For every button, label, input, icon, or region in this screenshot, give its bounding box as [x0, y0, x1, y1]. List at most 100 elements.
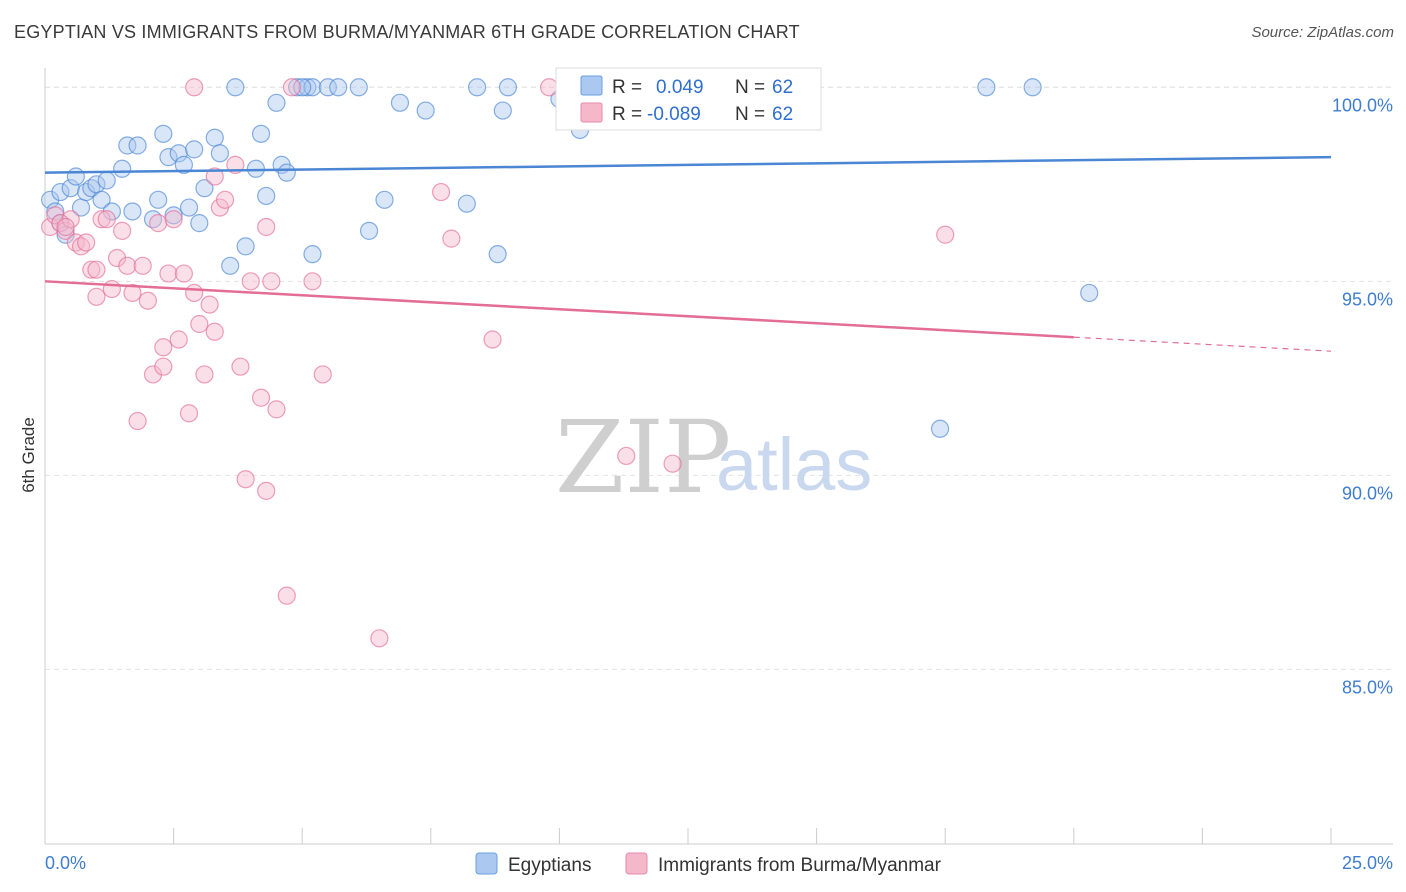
point-burma: [303, 272, 322, 291]
chart-title: EGYPTIAN VS IMMIGRANTS FROM BURMA/MYANMA…: [14, 22, 800, 42]
point-egyptians: [226, 78, 245, 97]
trend-line-burma: [44, 280, 1074, 339]
point-burma: [77, 233, 96, 252]
y-tick-label: 90.0%: [1342, 483, 1393, 503]
point-burma: [159, 264, 178, 283]
point-burma: [215, 190, 235, 209]
trend-lines: [44, 155, 1332, 352]
point-egyptians: [1023, 78, 1042, 97]
point-burma: [267, 400, 286, 419]
point-egyptians: [97, 171, 116, 190]
point-burma: [133, 256, 152, 275]
point-burma: [56, 217, 75, 237]
point-egyptians: [92, 190, 111, 209]
point-burma: [164, 210, 183, 229]
point-egyptians: [267, 93, 286, 112]
bottom-legend-label-egyptians: Egyptians: [508, 855, 591, 876]
legend-r-value-2: -0.089: [647, 104, 701, 125]
point-egyptians: [118, 136, 137, 155]
x-tick-label-end: 25.0%: [1342, 853, 1393, 873]
legend-swatch-burma: [580, 102, 603, 123]
point-burma: [169, 330, 188, 349]
point-egyptians: [493, 101, 512, 120]
point-egyptians: [359, 221, 379, 240]
point-burma: [262, 272, 281, 291]
point-burma: [442, 229, 461, 248]
watermark: ZIP atlas: [555, 399, 872, 516]
point-burma: [154, 338, 173, 357]
gridlines: [45, 86, 1393, 670]
bottom-legend-swatch-egyptians: [475, 852, 498, 875]
point-egyptians: [416, 101, 435, 120]
point-burma: [174, 264, 193, 283]
point-burma: [282, 78, 302, 97]
tick-labels: 100.0% 95.0% 90.0% 85.0% 0.0% 25.0%: [45, 95, 1393, 873]
point-egyptians: [488, 245, 507, 264]
point-burma: [277, 586, 296, 605]
point-burma: [257, 481, 276, 500]
point-burma: [205, 322, 224, 341]
point-burma: [102, 279, 121, 299]
point-burma: [936, 225, 955, 244]
point-egyptians: [113, 159, 132, 178]
point-burma: [149, 214, 168, 233]
point-egyptians: [128, 136, 147, 155]
point-egyptians: [930, 419, 950, 438]
point-burma: [87, 287, 106, 306]
legend-n-label-1: N =: [735, 77, 765, 98]
point-egyptians: [467, 78, 487, 97]
trend-line-burma-extension: [1073, 336, 1332, 352]
point-egyptians: [159, 148, 178, 167]
point-egyptians: [66, 167, 85, 186]
series-legend: Egyptians Immigrants from Burma/Myanmar: [475, 852, 942, 876]
point-burma: [92, 210, 111, 229]
point-egyptians: [977, 78, 996, 97]
point-egyptians: [303, 245, 322, 264]
point-egyptians: [390, 93, 410, 112]
point-egyptians: [246, 159, 266, 178]
legend-r-value-1: 0.049: [656, 77, 704, 98]
point-burma: [190, 314, 209, 334]
point-egyptians: [277, 163, 296, 182]
point-burma: [185, 78, 204, 97]
point-burma: [483, 330, 502, 349]
trend-line-egyptians: [44, 155, 1332, 174]
axes: [44, 68, 1393, 845]
point-burma: [87, 260, 106, 279]
watermark-atlas: atlas: [716, 423, 872, 506]
point-burma: [97, 210, 116, 229]
point-burma: [154, 357, 173, 376]
point-egyptians: [287, 78, 307, 97]
point-egyptians: [205, 128, 224, 147]
point-egyptians: [195, 179, 214, 198]
point-egyptians: [498, 78, 518, 97]
point-burma: [236, 470, 255, 489]
legend-swatch-egyptians: [580, 75, 603, 96]
point-egyptians: [329, 78, 348, 97]
point-burma: [179, 404, 199, 423]
point-egyptians: [375, 190, 394, 209]
legend-n-label-2: N =: [735, 104, 765, 125]
point-egyptians: [154, 124, 173, 143]
point-burma: [257, 217, 276, 237]
watermark-zip: ZIP: [555, 399, 731, 516]
point-burma: [200, 295, 219, 314]
point-egyptians: [236, 237, 255, 256]
point-burma: [185, 283, 204, 303]
point-burma: [241, 272, 260, 291]
data-points: [41, 78, 1099, 648]
point-burma: [56, 221, 75, 240]
point-egyptians: [1080, 283, 1099, 303]
point-burma: [205, 167, 224, 186]
point-burma: [118, 256, 137, 275]
point-egyptians: [149, 190, 168, 209]
point-burma: [251, 388, 271, 407]
point-egyptians: [221, 256, 240, 275]
y-tick-label: 85.0%: [1342, 677, 1393, 697]
legend-n-value-2: 62: [772, 104, 793, 125]
point-burma: [370, 629, 389, 648]
point-burma: [113, 221, 132, 240]
point-egyptians: [51, 182, 70, 202]
y-tick-label: 95.0%: [1342, 289, 1393, 309]
